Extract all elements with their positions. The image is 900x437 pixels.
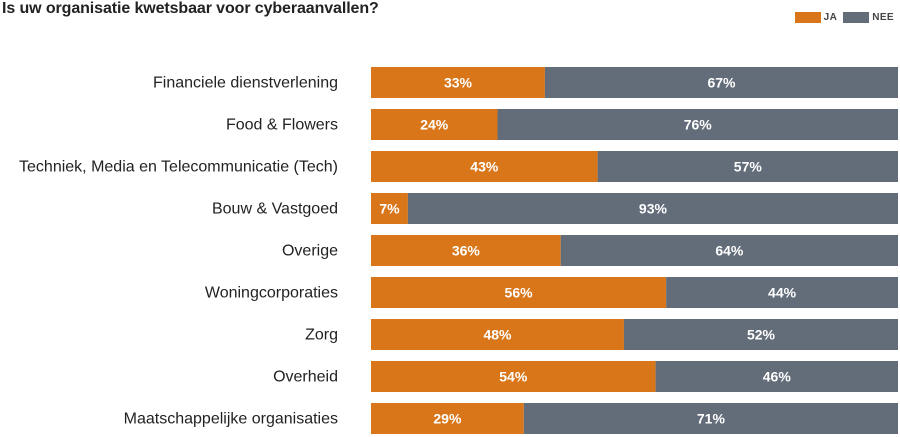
value-label-nee: 44% xyxy=(768,285,797,301)
chart-title: Is uw organisatie kwetsbaar voor cyberaa… xyxy=(2,0,379,17)
category-label: Bouw & Vastgoed xyxy=(212,201,338,218)
category-label: Overige xyxy=(282,243,338,260)
bar-nee xyxy=(655,361,898,392)
bar-nee xyxy=(597,151,898,182)
value-label-ja: 56% xyxy=(505,285,534,301)
category-label: Food & Flowers xyxy=(226,117,338,134)
bar-nee xyxy=(623,319,898,350)
bar-ja xyxy=(371,361,656,392)
category-label: Woningcorporaties xyxy=(205,285,338,302)
bar-ja xyxy=(371,235,561,266)
legend-item-nee: NEE xyxy=(843,11,894,23)
value-label-ja: 54% xyxy=(499,369,528,385)
value-label-nee: 71% xyxy=(697,411,726,427)
value-label-nee: 76% xyxy=(684,117,713,133)
value-label-ja: 24% xyxy=(420,117,449,133)
bar-ja xyxy=(371,277,667,308)
value-label-nee: 64% xyxy=(715,243,744,259)
bar-ja xyxy=(371,109,498,140)
bar-ja xyxy=(371,193,408,224)
category-label: Zorg xyxy=(305,327,338,344)
value-label-ja: 36% xyxy=(452,243,481,259)
category-label: Maatschappelijke organisaties xyxy=(124,411,338,428)
value-label-nee: 46% xyxy=(763,369,792,385)
value-label-nee: 57% xyxy=(734,159,763,175)
value-label-ja: 33% xyxy=(444,75,473,91)
bar-nee xyxy=(666,277,898,308)
bar-ja xyxy=(371,151,598,182)
legend-label-ja: JA xyxy=(823,11,838,23)
value-label-nee: 93% xyxy=(639,201,668,217)
value-label-nee: 67% xyxy=(707,75,736,91)
value-label-ja: 29% xyxy=(433,411,462,427)
legend-item-ja: JA xyxy=(794,11,838,23)
category-label: Overheid xyxy=(273,369,338,386)
bar-nee xyxy=(497,109,898,140)
legend-label-nee: NEE xyxy=(872,11,894,23)
legend: JA NEE xyxy=(789,11,894,23)
value-label-ja: 48% xyxy=(483,327,512,343)
bar-ja xyxy=(371,319,624,350)
value-label-nee: 52% xyxy=(747,327,776,343)
value-label-ja: 43% xyxy=(470,159,499,175)
legend-swatch-nee xyxy=(843,11,870,23)
bar-ja xyxy=(371,67,545,98)
category-label: Financiele dienstverlening xyxy=(153,75,338,92)
bar-nee xyxy=(560,235,898,266)
category-label: Techniek, Media en Telecommunicatie (Tec… xyxy=(19,159,338,176)
bar-ja xyxy=(371,403,524,434)
legend-swatch-ja xyxy=(794,11,821,23)
value-label-ja: 7% xyxy=(379,201,400,217)
bar-nee xyxy=(523,403,898,434)
bar-nee xyxy=(544,67,898,98)
bar-nee xyxy=(407,193,898,224)
